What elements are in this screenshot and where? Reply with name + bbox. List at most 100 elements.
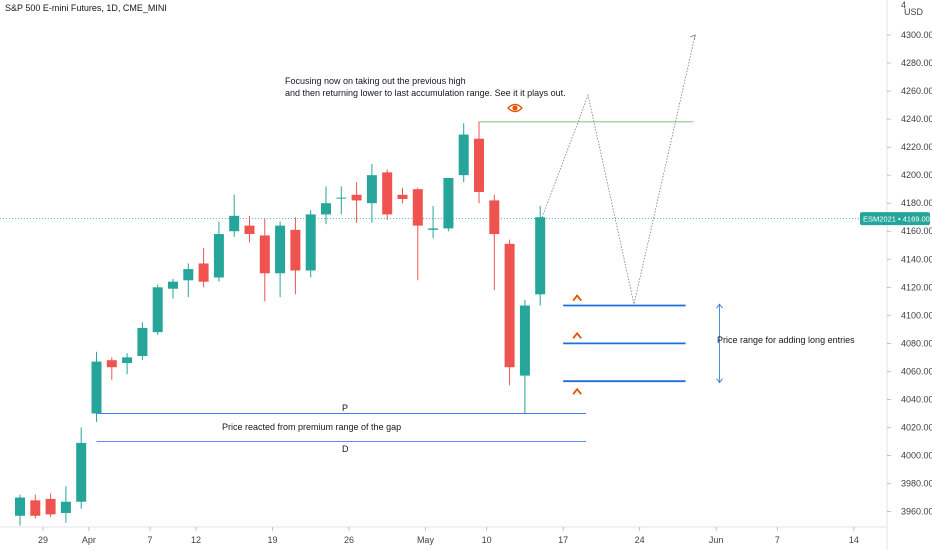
candle xyxy=(213,221,224,282)
note-focus-line2: and then returning lower to last accumul… xyxy=(285,88,566,98)
caret-up-icon xyxy=(572,294,582,302)
candle-body xyxy=(321,203,331,215)
price-tick-label: 4300.00 xyxy=(901,30,932,40)
candle-body xyxy=(259,235,270,274)
candle-body xyxy=(152,287,163,333)
candle xyxy=(137,322,148,361)
candle-body xyxy=(91,361,102,414)
current-price-badge: ESM2021 • 4169.00 xyxy=(860,212,930,226)
candle xyxy=(336,186,347,215)
note-long-entries: Price range for adding long entries xyxy=(717,335,855,345)
time-axis: 29 Apr 7 12 19 26 May 10 17 24 Jun 7 14 xyxy=(38,527,859,545)
candle xyxy=(45,493,56,518)
price-tick-label: 4240.00 xyxy=(901,114,932,124)
candle-body xyxy=(137,327,148,356)
candle xyxy=(366,163,377,223)
candle-body xyxy=(397,194,408,199)
range-arrow-head-top xyxy=(716,303,723,309)
price-tick-label: 3980.00 xyxy=(901,479,932,489)
candle-body xyxy=(106,360,117,368)
candle xyxy=(428,206,439,239)
label-p: P xyxy=(342,403,348,413)
price-tick-label: 4100.00 xyxy=(901,310,932,320)
price-tick-label: 4140.00 xyxy=(901,254,932,264)
price-tick-label: 4200.00 xyxy=(901,170,932,180)
candle-body xyxy=(45,498,56,515)
label-d: D xyxy=(342,444,349,454)
candle xyxy=(489,194,500,291)
candle-body xyxy=(198,263,209,282)
candle-body xyxy=(428,228,439,230)
candle xyxy=(397,187,408,204)
chart-title: S&P 500 E-mini Futures, 1D, CME_MINI xyxy=(5,3,167,13)
candle-body xyxy=(183,269,194,281)
candle-body xyxy=(412,189,423,226)
price-tick-label: 4220.00 xyxy=(901,142,932,152)
candle xyxy=(443,177,454,232)
candle-body xyxy=(213,234,224,278)
candle-body xyxy=(15,497,25,516)
candle-body xyxy=(122,357,133,363)
candle xyxy=(305,210,316,278)
candle xyxy=(91,351,102,422)
time-tick-label: 7 xyxy=(775,535,780,545)
candle xyxy=(275,221,286,298)
candle xyxy=(30,494,41,519)
candle-body xyxy=(366,175,377,204)
candle-body xyxy=(382,172,393,215)
price-tick-label: 4000.00 xyxy=(901,451,932,461)
price-tick-label: 4280.00 xyxy=(901,58,932,68)
candle-body xyxy=(275,225,286,274)
price-tick-label: 4040.00 xyxy=(901,394,932,404)
time-tick-label: 7 xyxy=(148,535,153,545)
candle-body xyxy=(76,442,87,502)
currency-label: USD xyxy=(904,7,924,17)
candles-layer xyxy=(15,121,546,526)
candle xyxy=(168,278,178,299)
candle xyxy=(474,121,484,204)
candle-body xyxy=(290,229,301,271)
candle-body xyxy=(229,215,240,232)
candle xyxy=(259,218,270,302)
time-tick-label: 12 xyxy=(191,535,201,545)
price-axis-partial-top: 4 xyxy=(901,0,906,10)
candle-body xyxy=(519,305,530,376)
candle-body xyxy=(443,177,454,229)
time-tick-label: 29 xyxy=(38,535,48,545)
candle-body xyxy=(30,500,41,516)
range-arrow-head-bottom xyxy=(716,378,723,384)
caret-up-icon xyxy=(572,387,582,395)
price-tick-label: 4160.00 xyxy=(901,226,932,236)
time-tick-label: May xyxy=(417,535,435,545)
candle-body xyxy=(474,138,484,192)
price-tick-label: 4080.00 xyxy=(901,338,932,348)
level-lines-layer xyxy=(0,121,887,442)
current-price-label: ESM2021 • 4169.00 xyxy=(863,215,930,224)
projection-arrow-head xyxy=(690,34,696,41)
candle xyxy=(122,353,133,375)
candle-body xyxy=(244,225,255,235)
candle-body xyxy=(60,501,71,513)
candle-body xyxy=(535,217,546,295)
time-tick-label: 10 xyxy=(482,535,492,545)
candle-body xyxy=(458,134,469,176)
time-tick-label: Jun xyxy=(709,535,724,545)
eye-icon xyxy=(507,103,523,113)
candle-body xyxy=(305,214,316,271)
projection-path xyxy=(541,34,696,305)
candle-body xyxy=(336,197,347,199)
candle xyxy=(535,206,546,306)
candle xyxy=(106,357,117,380)
candle xyxy=(198,248,209,288)
time-tick-label: 17 xyxy=(558,535,568,545)
candle-body xyxy=(489,200,500,235)
time-tick-label: 14 xyxy=(849,535,859,545)
time-tick-label: 26 xyxy=(344,535,354,545)
candle xyxy=(183,263,194,298)
price-axis: 3960.00 3980.00 4000.00 4020.00 4040.00 4060.… xyxy=(887,30,932,517)
price-tick-label: 4020.00 xyxy=(901,422,932,432)
candle xyxy=(15,494,25,526)
candle xyxy=(519,299,530,414)
